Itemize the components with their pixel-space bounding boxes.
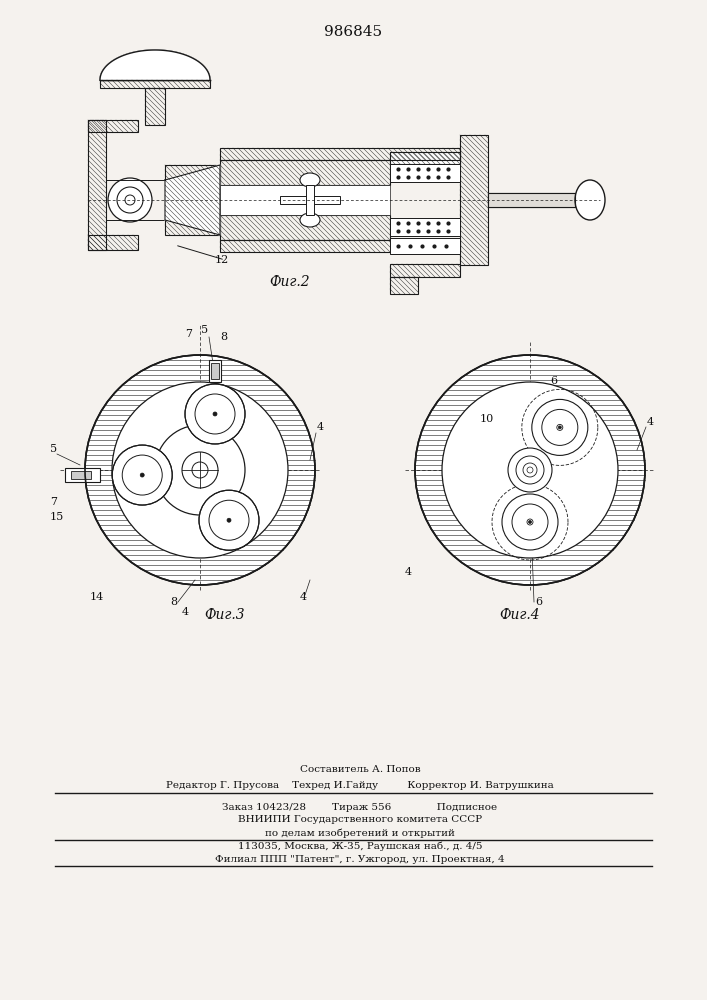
Bar [390, 152, 460, 164]
Ellipse shape [575, 180, 605, 220]
Text: 5: 5 [201, 325, 208, 335]
Text: 6: 6 [550, 376, 557, 386]
Ellipse shape [300, 213, 320, 227]
Circle shape [195, 394, 235, 434]
Bar [488, 193, 575, 207]
Text: 7: 7 [50, 497, 57, 507]
Text: Фиг.4: Фиг.4 [500, 608, 540, 622]
Circle shape [557, 424, 563, 430]
Bar [211, 363, 219, 379]
Circle shape [112, 445, 173, 505]
Text: Редактор Г. Прусова    Техред И.Гайду         Корректор И. Ватрушкина: Редактор Г. Прусова Техред И.Гайду Корре… [166, 780, 554, 790]
Bar [209, 360, 221, 382]
Bar [65, 468, 100, 482]
Text: Фиг.3: Фиг.3 [204, 608, 245, 622]
Circle shape [559, 426, 561, 429]
Text: по делам изобретений и открытий: по делам изобретений и открытий [265, 828, 455, 838]
Bar [460, 135, 488, 265]
Circle shape [199, 490, 259, 550]
Circle shape [227, 518, 231, 522]
Circle shape [527, 519, 533, 525]
Bar [220, 148, 460, 160]
Bar [390, 152, 460, 164]
Bar [145, 88, 165, 125]
Circle shape [122, 455, 162, 495]
Circle shape [542, 409, 578, 445]
Bar [220, 240, 460, 252]
Text: 113035, Москва, Ж-35, Раушская наб., д. 4/5: 113035, Москва, Ж-35, Раушская наб., д. … [238, 841, 482, 851]
Bar [165, 165, 220, 235]
Text: 986845: 986845 [324, 25, 382, 39]
Circle shape [508, 448, 552, 492]
Text: 6: 6 [535, 597, 542, 607]
Circle shape [192, 462, 208, 478]
Bar [220, 185, 390, 215]
Polygon shape [165, 165, 220, 235]
Circle shape [213, 412, 217, 416]
Circle shape [527, 467, 533, 473]
Bar [390, 238, 460, 254]
Bar [488, 193, 575, 207]
Bar [88, 120, 106, 250]
Circle shape [512, 504, 548, 540]
Bar [390, 164, 460, 182]
Bar [220, 160, 390, 185]
Circle shape [85, 355, 315, 585]
Text: 15: 15 [50, 512, 64, 522]
Circle shape [209, 500, 249, 540]
Bar [88, 120, 138, 132]
Circle shape [523, 463, 537, 477]
Text: 4: 4 [300, 592, 307, 602]
Text: 12: 12 [215, 255, 229, 265]
Text: 14: 14 [90, 592, 104, 602]
Text: 7: 7 [185, 329, 192, 339]
Circle shape [140, 473, 144, 477]
Bar [100, 80, 210, 88]
Text: Составитель А. Попов: Составитель А. Попов [300, 766, 421, 774]
Text: 4: 4 [405, 567, 412, 577]
Bar [220, 215, 390, 240]
Text: 4: 4 [182, 607, 189, 617]
Bar [390, 277, 418, 294]
Bar [306, 185, 314, 215]
Circle shape [125, 195, 135, 205]
Polygon shape [100, 50, 210, 80]
Bar [71, 471, 91, 479]
Bar [88, 235, 138, 250]
Bar [390, 218, 460, 236]
Circle shape [415, 355, 645, 585]
Text: Филиал ППП "Патент", г. Ужгород, ул. Проектная, 4: Филиал ППП "Патент", г. Ужгород, ул. Про… [215, 854, 505, 863]
Text: Заказ 10423/28        Тираж 556              Подписное: Заказ 10423/28 Тираж 556 Подписное [223, 802, 498, 812]
Text: Фиг.2: Фиг.2 [269, 275, 310, 289]
Ellipse shape [300, 173, 320, 187]
Circle shape [112, 382, 288, 558]
Text: ВНИИПИ Государственного комитета СССР: ВНИИПИ Государственного комитета СССР [238, 816, 482, 824]
Bar [280, 196, 340, 204]
Circle shape [502, 494, 558, 550]
Bar [390, 264, 460, 277]
Text: 4: 4 [317, 422, 324, 432]
Circle shape [108, 178, 152, 222]
Text: 8: 8 [220, 332, 227, 342]
Circle shape [182, 452, 218, 488]
Text: 8: 8 [170, 597, 177, 607]
Circle shape [155, 425, 245, 515]
Circle shape [117, 187, 143, 213]
Circle shape [529, 520, 532, 524]
Text: 4: 4 [647, 417, 654, 427]
Text: 10: 10 [480, 414, 494, 424]
Bar [488, 193, 575, 207]
Circle shape [516, 456, 544, 484]
Circle shape [185, 384, 245, 444]
Text: 5: 5 [50, 444, 57, 454]
Circle shape [442, 382, 618, 558]
Circle shape [532, 399, 588, 455]
